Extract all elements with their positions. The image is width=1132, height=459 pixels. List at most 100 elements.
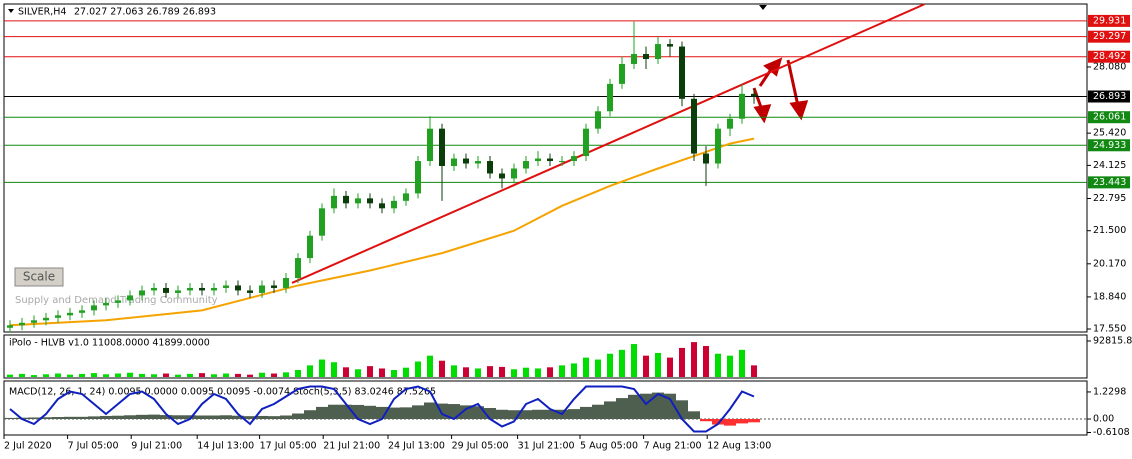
candle-body — [7, 325, 13, 328]
candle-body — [415, 161, 421, 194]
candle-body — [583, 128, 589, 157]
volume-bar — [139, 373, 145, 377]
candle-body — [547, 158, 553, 162]
volume-bar — [67, 374, 73, 377]
volume-bar — [619, 349, 625, 377]
candle-body — [571, 156, 577, 162]
arrow-head — [753, 104, 772, 124]
candle-body — [559, 161, 565, 163]
macd-bar — [112, 415, 124, 420]
volume-bar — [355, 369, 361, 377]
candle-body — [751, 93, 757, 97]
level-label: 24.933 — [1093, 140, 1126, 151]
volume-bar — [367, 366, 373, 377]
volume-bar — [247, 374, 253, 377]
level-label-box — [1088, 14, 1130, 27]
candle-body — [31, 320, 37, 323]
volume-bar — [439, 360, 445, 377]
x-tick-label: 31 Jul 21:00 — [518, 441, 575, 452]
scale-button-label[interactable]: Scale — [23, 270, 55, 284]
candle-body — [379, 203, 385, 209]
level-label-box — [1088, 50, 1130, 63]
volume-bar — [571, 363, 577, 377]
volume-bar — [235, 373, 241, 377]
macd-bar — [568, 409, 580, 420]
macd-bar — [604, 401, 616, 420]
volume-label: iPolo - HLVB v1.0 11008.0000 41899.0000 — [9, 338, 210, 349]
volume-bar — [7, 374, 13, 377]
candle-body — [67, 312, 73, 316]
candle-body — [667, 44, 673, 47]
macd-bar — [136, 414, 148, 420]
y-tick-label: 18.840 — [1093, 291, 1126, 302]
candle-body — [619, 63, 625, 84]
level-label-box — [1088, 176, 1130, 189]
candle-body — [631, 54, 637, 64]
volume-bar — [451, 365, 457, 377]
candle-body — [703, 153, 709, 164]
y-tick-label: 28.080 — [1093, 61, 1126, 72]
volume-bar — [631, 344, 637, 377]
candle-body — [523, 161, 529, 169]
volume-bar — [499, 366, 505, 377]
scale-button[interactable] — [14, 267, 64, 287]
volume-bar — [415, 361, 421, 377]
volume-bar — [607, 353, 613, 377]
x-tick-label: 7 Aug 21:00 — [644, 441, 702, 452]
x-tick-label: 21 Jul 21:00 — [323, 441, 380, 452]
candle-body — [115, 300, 121, 303]
candle-body — [283, 277, 289, 288]
candle-body — [499, 173, 505, 179]
macd-bar — [76, 416, 88, 420]
candle-body — [655, 44, 661, 59]
candle-body — [331, 195, 337, 209]
candle-body — [691, 98, 697, 154]
x-tick-label: 7 Jul 05:00 — [68, 441, 119, 452]
macd-bar — [4, 417, 16, 420]
macd-bar — [208, 415, 220, 420]
candle-body — [607, 83, 613, 112]
macd-bar — [328, 404, 340, 420]
volume-bar — [319, 359, 325, 377]
macd-bar — [508, 410, 520, 420]
macd-bar — [616, 398, 628, 420]
y-tick-label: 22.795 — [1093, 193, 1126, 204]
level-label: 26.893 — [1093, 91, 1126, 102]
candle-body — [199, 287, 205, 291]
level-label: 23.443 — [1093, 177, 1126, 188]
volume-bar — [475, 368, 481, 377]
volume-bar — [127, 372, 133, 377]
level-label-box — [1088, 30, 1130, 43]
macd-bar — [184, 415, 196, 420]
volume-bar — [223, 373, 229, 377]
macd-bar — [652, 392, 664, 420]
candle-body — [187, 287, 193, 291]
candle-body — [43, 317, 49, 321]
macd-tick-label: -0.6108 — [1093, 427, 1130, 438]
x-tick-label: 14 Jul 13:00 — [197, 441, 254, 452]
volume-bar — [391, 370, 397, 377]
volume-bar — [31, 375, 37, 377]
macd-bar — [664, 393, 676, 420]
volume-bar — [19, 373, 25, 377]
candle-body — [367, 198, 373, 204]
candle-body — [511, 168, 517, 179]
candle-body — [139, 290, 145, 296]
macd-bar — [400, 407, 412, 420]
macd-bar — [520, 410, 532, 420]
candle-body — [595, 111, 601, 129]
macd-tick-label: 0.00 — [1093, 414, 1114, 425]
candle-body — [247, 290, 253, 293]
candle-body — [643, 54, 649, 59]
macd-bar — [304, 410, 316, 420]
macd-bar — [388, 407, 400, 420]
macd-bar — [268, 416, 280, 420]
volume-bar — [331, 362, 337, 377]
candle-body — [487, 161, 493, 174]
volume-bar — [343, 367, 349, 377]
volume-bar — [79, 373, 85, 377]
ohlc: 27.027 27.063 26.789 26.893 — [74, 7, 216, 18]
macd-bar — [424, 402, 436, 420]
y-tick-label: 24.125 — [1093, 160, 1126, 171]
